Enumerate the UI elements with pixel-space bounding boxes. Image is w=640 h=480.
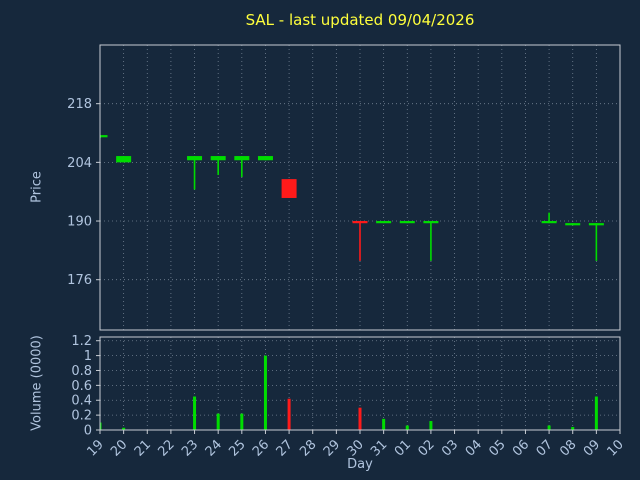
volume-layer [100,355,598,430]
x-tick-label: 31 [368,437,390,459]
x-tick-label: 29 [321,437,343,459]
x-tick-label: 03 [439,437,461,459]
volume-bar [122,427,126,430]
x-tick-label: 10 [605,437,627,459]
x-tick-label: 26 [250,437,272,459]
volume-bar [571,427,575,430]
x-tick-label: 27 [274,437,296,459]
price-tick-label: 190 [67,215,92,230]
price-axes-frame [99,44,621,331]
candle-body [541,221,557,224]
volume-bar [193,396,197,430]
volume-bar [216,413,220,430]
volume-bar [240,413,244,430]
x-tick-label: 01 [392,437,414,459]
candle-body [187,156,203,161]
volume-tick-label: 1 [84,349,92,364]
x-tick-label: 25 [226,437,248,459]
candle-body [588,223,604,226]
x-tick-label: 05 [486,437,508,459]
volume-tick-label: 0.2 [71,409,92,424]
price-tick-label: 204 [67,156,92,171]
candle-body [100,135,108,138]
candle-body [116,156,132,163]
candle-body [399,221,415,224]
x-tick-label: 20 [108,437,130,459]
volume-tick-label: 0 [84,424,92,439]
tick-marks [96,103,621,434]
x-tick-label: 30 [345,437,367,459]
price-tick-label: 218 [67,97,92,112]
x-tick-label: 08 [557,437,579,459]
candle-body [234,156,250,161]
candle-body [376,221,392,224]
x-tick-label: 22 [155,437,177,459]
x-axis-label: Day [347,457,373,472]
x-tick-label: 06 [510,437,532,459]
chart-title: SAL - last updated 09/04/2026 [245,11,475,29]
x-tick-label: 21 [132,437,154,459]
candle-body [352,221,368,224]
x-tick-label: 24 [203,437,225,459]
x-tick-label: 07 [534,437,556,459]
candles-layer [100,135,604,261]
volume-bar [287,398,291,430]
volume-tick-label: 1.2 [71,334,92,349]
x-tick-label: 19 [85,437,107,459]
x-tick-label: 04 [463,437,485,459]
volume-tick-label: 0.6 [71,379,92,394]
x-tick-label: 09 [581,437,603,459]
candle-body [423,221,439,224]
x-tick-label: 28 [297,437,319,459]
x-tick-label: 02 [415,437,437,459]
x-tick-label: 23 [179,437,201,459]
volume-bar [263,355,267,430]
volume-tick-label: 0.4 [71,394,92,409]
candle-body [281,179,297,198]
price-tick-label: 176 [67,273,92,288]
candle-body [257,156,273,161]
volume-bar [382,418,386,430]
volume-tick-label: 0.8 [71,364,92,379]
volume-bar [429,421,433,430]
volume-bar [594,396,598,430]
volume-bar [358,407,362,430]
candle-body [210,156,226,161]
volume-bar [547,425,551,430]
volume-bar [100,422,102,430]
volume-bar [405,425,409,430]
candle-body [565,223,581,226]
